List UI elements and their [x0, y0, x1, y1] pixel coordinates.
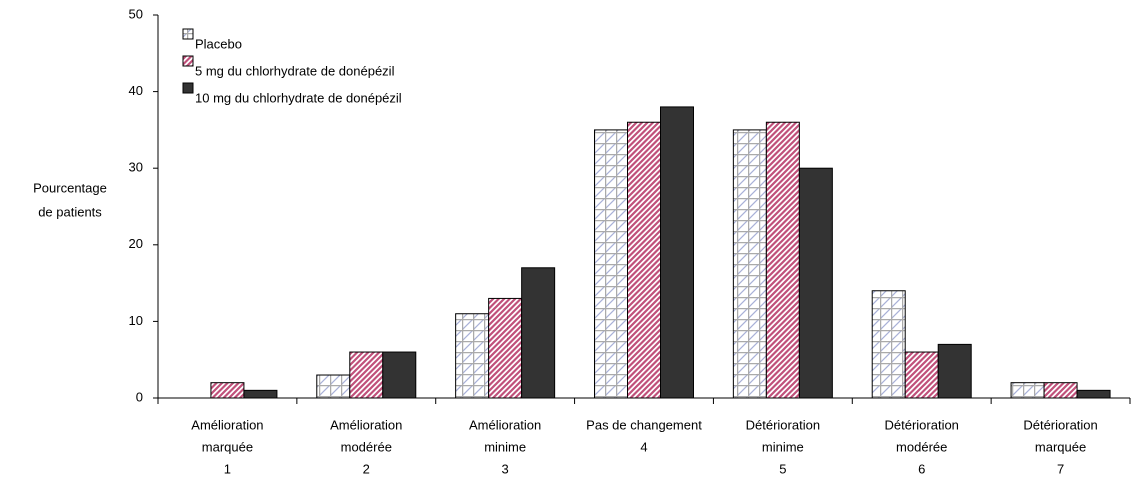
- y-tick-label: 30: [129, 160, 143, 175]
- x-tick-label: 4: [640, 439, 647, 454]
- bar: [937, 343, 972, 399]
- bar: [904, 351, 939, 399]
- bar: [382, 351, 417, 399]
- x-tick-label: 7: [1057, 461, 1064, 476]
- bar: [732, 129, 767, 399]
- y-tick-label: 0: [136, 389, 143, 404]
- bar: [765, 121, 800, 399]
- x-tick-label: minime: [484, 439, 526, 454]
- legend-swatch: [182, 55, 194, 67]
- bar: [210, 382, 245, 399]
- x-tick-label: 3: [502, 461, 509, 476]
- x-tick-label: Amélioration: [330, 417, 402, 432]
- y-tick-label: 10: [129, 313, 143, 328]
- x-tick-label: Détérioration: [746, 417, 820, 432]
- x-tick-label: marquée: [1035, 439, 1086, 454]
- legend-label: 5 mg du chlorhydrate de donépézil: [195, 63, 395, 78]
- bar: [627, 121, 661, 399]
- x-tick-label: Détérioration: [1023, 417, 1097, 432]
- x-tick-label: modérée: [896, 439, 947, 454]
- x-tick-label: Amélioration: [191, 417, 263, 432]
- x-tick-label: 6: [918, 461, 925, 476]
- x-tick-label: Pas de changement: [586, 417, 702, 432]
- y-axis-label: de patients: [38, 204, 102, 219]
- bar: [798, 167, 833, 399]
- bar: [660, 106, 694, 399]
- bar: [243, 389, 278, 399]
- y-tick-label: 40: [129, 83, 143, 98]
- x-tick-label: 1: [224, 461, 231, 476]
- bar: [316, 374, 351, 399]
- bar: [455, 313, 490, 399]
- y-tick-label: 20: [129, 236, 143, 251]
- legend-label: 10 mg du chlorhydrate de donépézil: [195, 90, 402, 105]
- legend-swatch: [182, 28, 194, 40]
- bar: [1043, 382, 1078, 399]
- legend-swatch: [182, 82, 194, 94]
- bar: [871, 290, 906, 399]
- x-tick-label: marquée: [202, 439, 253, 454]
- legend-label: Placebo: [195, 36, 242, 51]
- bar: [349, 351, 384, 399]
- x-tick-label: modérée: [341, 439, 392, 454]
- bar: [488, 297, 523, 399]
- x-tick-label: 5: [779, 461, 786, 476]
- x-tick-label: Amélioration: [469, 417, 541, 432]
- bar: [594, 129, 628, 399]
- x-tick-label: 2: [363, 461, 370, 476]
- bar: [1010, 382, 1045, 399]
- y-tick-label: 50: [129, 6, 143, 21]
- bar: [1076, 389, 1111, 399]
- x-tick-label: Détérioration: [884, 417, 958, 432]
- y-axis-label: Pourcentage: [33, 180, 107, 195]
- bar: [521, 267, 556, 399]
- x-tick-label: minime: [762, 439, 804, 454]
